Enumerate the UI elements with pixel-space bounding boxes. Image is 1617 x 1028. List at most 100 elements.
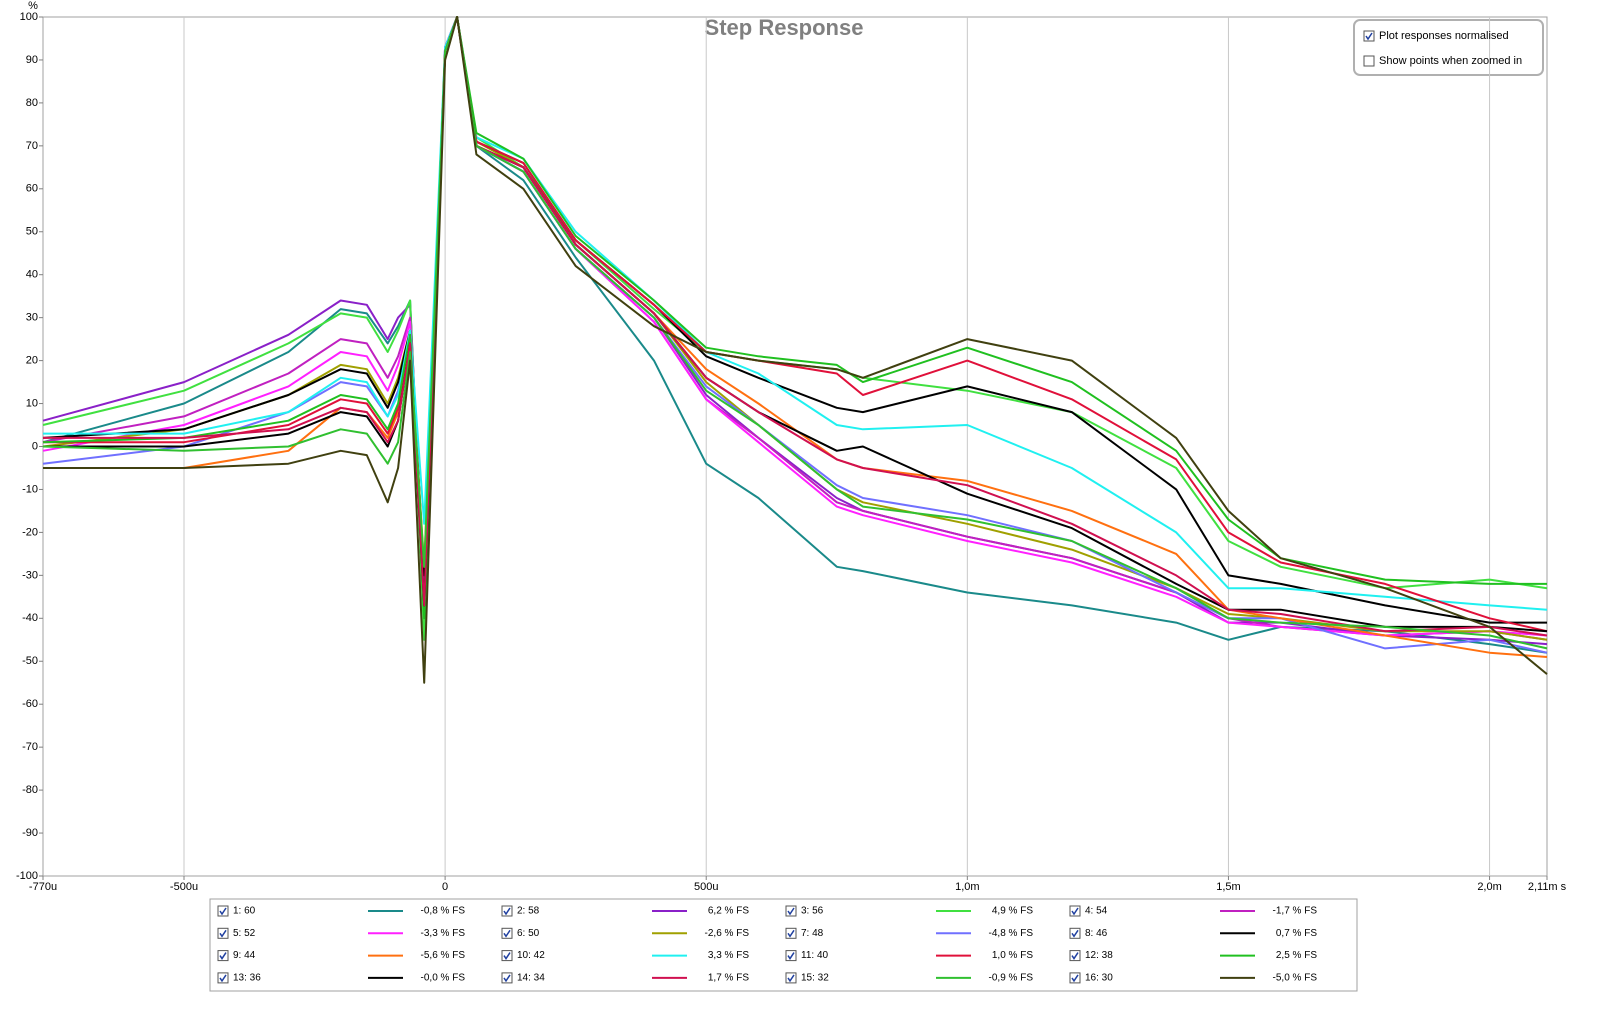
checkmark xyxy=(787,974,795,983)
checkbox[interactable] xyxy=(217,950,229,962)
legend-label: 10: 42 xyxy=(517,950,545,961)
legend-label: 16: 30 xyxy=(1085,973,1113,984)
checkmark xyxy=(787,929,795,938)
x-tick-label: -500u xyxy=(170,881,198,893)
y-tick-label: -10 xyxy=(22,483,38,495)
checkbox[interactable] xyxy=(785,905,797,917)
series-line xyxy=(42,16,1548,654)
y-axis-label: % xyxy=(28,0,38,12)
x-tick-label: 1,5m xyxy=(1216,881,1240,893)
x-tick-label: 2,0m xyxy=(1477,881,1501,893)
series-line xyxy=(42,16,1547,620)
legend-label: 9: 44 xyxy=(233,950,256,961)
checkmark xyxy=(219,907,227,916)
y-tick-label: 90 xyxy=(26,54,38,66)
checkmark xyxy=(503,907,511,916)
series-line xyxy=(42,16,1548,650)
legend-note: 0,7 % FS xyxy=(1276,928,1317,939)
checkmark xyxy=(219,929,227,938)
legend-note: -0,9 % FS xyxy=(989,973,1034,984)
y-tick-label: 0 xyxy=(32,440,38,452)
y-tick-label: 50 xyxy=(26,226,38,238)
legend-note: 1,7 % FS xyxy=(708,973,749,984)
checkmark xyxy=(503,952,511,960)
legend-label: 15: 32 xyxy=(801,973,829,984)
legend-label: 11: 40 xyxy=(801,950,828,961)
legend-label: 5: 52 xyxy=(233,928,256,939)
checkbox[interactable] xyxy=(501,950,513,962)
y-tick-label: 70 xyxy=(26,140,38,152)
checkbox[interactable] xyxy=(1069,905,1081,917)
legend-note: 4,9 % FS xyxy=(992,906,1033,917)
checkbox[interactable] xyxy=(217,905,229,917)
checkbox[interactable] xyxy=(785,972,797,984)
checkmark xyxy=(1071,907,1079,916)
control-label: Show points when zoomed in xyxy=(1379,55,1522,67)
checkmark xyxy=(503,974,511,983)
legend-label: 13: 36 xyxy=(233,973,261,984)
checkbox[interactable] xyxy=(1069,972,1081,984)
checkmark xyxy=(1071,929,1079,938)
checkmark xyxy=(219,952,227,960)
chart-title: Step Response xyxy=(705,15,864,40)
y-tick-label: -80 xyxy=(22,784,38,796)
y-tick-label: -70 xyxy=(22,741,38,753)
checkmark xyxy=(787,952,795,960)
x-tick-label: 1,0m xyxy=(955,881,979,893)
checkbox[interactable] xyxy=(1363,30,1375,42)
series-line xyxy=(43,16,1548,684)
legend-note: -3,3 % FS xyxy=(421,928,466,939)
checkbox[interactable] xyxy=(1363,55,1375,67)
checkbox[interactable] xyxy=(501,905,513,917)
legend-note: -5,6 % FS xyxy=(421,950,466,961)
y-tick-label: -50 xyxy=(22,655,38,667)
y-tick-label: -30 xyxy=(22,569,38,581)
y-tick-label: -100 xyxy=(16,870,38,882)
legend-note: -0,0 % FS xyxy=(421,973,466,984)
y-tick-label: 10 xyxy=(26,397,38,409)
control-label: Plot responses normalised xyxy=(1379,30,1509,42)
x-tick-label: -770u xyxy=(29,881,57,893)
legend-note: 2,5 % FS xyxy=(1276,950,1317,961)
checkbox[interactable] xyxy=(501,972,513,984)
x-tick-label: 500u xyxy=(694,881,718,893)
checkmark xyxy=(787,907,795,916)
checkmark xyxy=(219,974,227,983)
checkbox[interactable] xyxy=(1069,927,1081,939)
legend-note: -4,8 % FS xyxy=(989,928,1034,939)
checkbox[interactable] xyxy=(785,927,797,939)
legend-label: 14: 34 xyxy=(517,973,545,984)
y-tick-label: 20 xyxy=(26,355,38,367)
legend-note: -2,6 % FS xyxy=(705,928,750,939)
checkmark xyxy=(1071,952,1079,960)
y-tick-label: -40 xyxy=(22,612,38,624)
series-line xyxy=(43,16,1548,611)
y-tick-label: 60 xyxy=(26,183,38,195)
legend-label: 1: 60 xyxy=(233,906,256,917)
legend-box xyxy=(209,898,1358,992)
legend-note: 1,0 % FS xyxy=(992,950,1033,961)
checkmark xyxy=(1365,32,1373,41)
legend-label: 6: 50 xyxy=(517,928,540,939)
y-tick-label: 80 xyxy=(26,97,38,109)
y-tick-label: 30 xyxy=(26,312,38,324)
legend-note: 6,2 % FS xyxy=(708,906,749,917)
checkbox[interactable] xyxy=(1069,950,1081,962)
legend-label: 3: 56 xyxy=(801,906,824,917)
controls-box xyxy=(1353,19,1544,76)
legend-label: 2: 58 xyxy=(517,906,540,917)
x-tick-label: 2,11m s xyxy=(1528,881,1567,893)
checkmark xyxy=(503,929,511,938)
checkbox[interactable] xyxy=(217,972,229,984)
legend-note: -0,8 % FS xyxy=(421,906,466,917)
series-line xyxy=(43,16,1548,637)
legend-label: 7: 48 xyxy=(801,928,824,939)
legend-note: -5,0 % FS xyxy=(1273,973,1318,984)
checkbox[interactable] xyxy=(217,927,229,939)
y-tick-label: 40 xyxy=(26,269,38,281)
checkbox[interactable] xyxy=(501,927,513,939)
checkbox[interactable] xyxy=(785,950,797,962)
legend-note: 3,3 % FS xyxy=(708,950,749,961)
y-tick-label: -60 xyxy=(22,698,38,710)
